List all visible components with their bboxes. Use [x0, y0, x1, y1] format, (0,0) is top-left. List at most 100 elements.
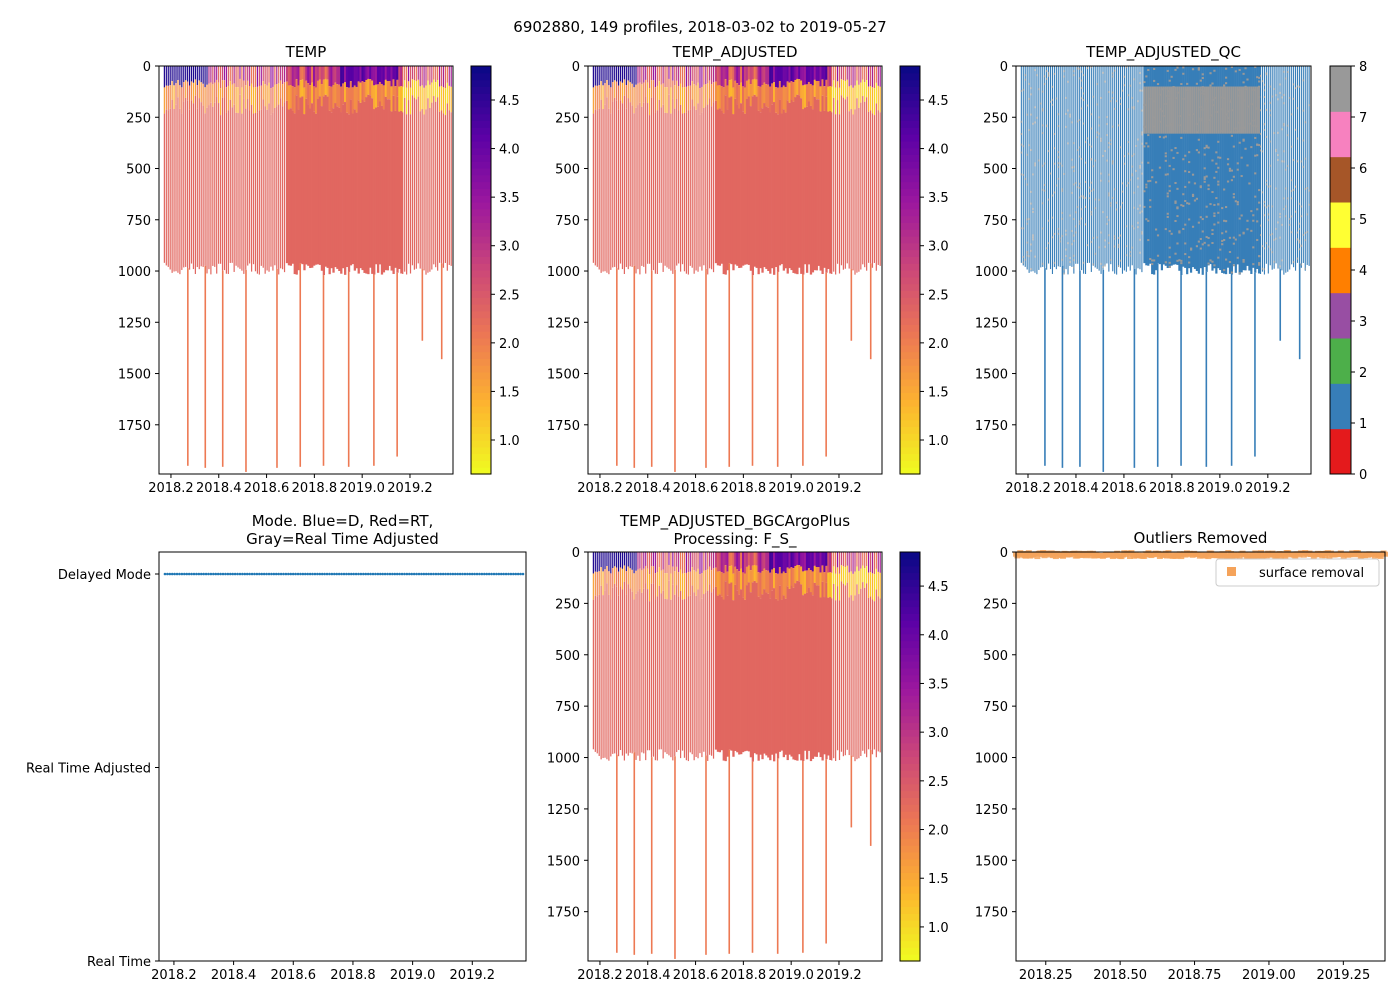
temp_adjusted_qc-qc-flag-speckle — [1281, 128, 1283, 131]
temp-profile-segment — [165, 66, 167, 86]
bgc_plus-profile-segment — [765, 592, 768, 756]
temp-colorbar-band — [471, 66, 491, 74]
temp_adjusted_qc-qc-flag-speckle — [1226, 110, 1230, 113]
temp_adjusted_qc-qc-flag-speckle — [1164, 228, 1167, 231]
temp_adjusted_qc-xtick-label: 2019.2 — [1245, 481, 1291, 496]
temp_adjusted_qc-qc-flag-speckle — [1184, 185, 1187, 188]
bgc_plus-profile-segment — [604, 552, 606, 570]
bgc_plus-profile-segment — [734, 566, 737, 585]
temp_adjusted_qc-qc-flag-speckle — [1178, 259, 1181, 262]
temp_adjusted-profile-segment — [836, 66, 839, 82]
temp_adjusted-profile-segment — [825, 96, 828, 273]
temp-profile-segment — [229, 66, 231, 82]
temp-profile-segment — [384, 79, 388, 97]
temp_adjusted_qc-qc-profile — [1063, 66, 1065, 274]
temp_adjusted_qc-qc-flag-speckle — [1246, 164, 1249, 167]
bgc_plus-profile-segment — [718, 594, 722, 753]
temp_adjusted-profile-segment — [869, 110, 872, 264]
temp_adjusted_qc-qc-profile — [1250, 66, 1253, 274]
temp-profile-segment — [231, 107, 233, 263]
temp_adjusted-profile-segment — [844, 81, 846, 100]
bgc_plus-colorbar-band — [900, 872, 920, 880]
bgc_plus-profile-segment — [681, 573, 684, 600]
temp_adjusted-profile-segment — [606, 97, 608, 273]
temp-deep-profile — [245, 269, 247, 472]
temp_adjusted_qc-qc-flag-speckle — [1030, 149, 1032, 152]
temp_adjusted_qc-qc-flag-speckle — [1026, 153, 1028, 156]
temp_adjusted-profile-segment — [875, 103, 877, 271]
temp_adjusted_qc-qc-flag-speckle — [1197, 240, 1200, 243]
temp_adjusted_qc-qc-flag-speckle — [1145, 75, 1148, 78]
temp_adjusted_qc-qc-flag-speckle — [1258, 189, 1261, 192]
temp_adjusted_qc-qc-flag-speckle — [1277, 154, 1279, 157]
mode-mode-point — [395, 572, 399, 576]
temp_adjusted_qc-qc-profile — [1162, 66, 1165, 265]
bgc_plus-profile-segment — [689, 571, 691, 596]
temp-deep-profile — [187, 268, 189, 466]
temp_adjusted_qc-qc-flag-speckle — [1133, 106, 1135, 109]
temp-profile-segment — [371, 66, 374, 81]
temp_adjusted_qc-qc-flag-speckle — [1110, 204, 1112, 207]
temp_adjusted-profile-segment — [819, 111, 822, 271]
temp_adjusted-profile-segment — [873, 88, 875, 116]
temp_adjusted_qc-qc-flag-speckle — [1250, 146, 1253, 149]
temp_adjusted_qc-qc-flag-speckle — [1234, 70, 1237, 73]
temp_adjusted-profile-segment — [835, 66, 837, 88]
bgc_plus-profile-segment — [844, 567, 846, 586]
temp-profile-segment — [355, 66, 358, 87]
mode-mode-point — [224, 572, 227, 576]
temp_adjusted_qc-qc-flag-speckle — [1116, 201, 1118, 204]
bgc_plus-profile-segment — [749, 552, 753, 571]
bgc_plus-profile-segment — [643, 552, 645, 569]
temp_adjusted_qc-qc-flag-speckle — [1242, 72, 1245, 75]
temp_adjusted_qc-qc-flag-speckle — [1254, 195, 1257, 198]
temp_adjusted_qc-qc-flag-speckle — [1302, 165, 1304, 168]
temp_adjusted-profile-segment — [629, 66, 631, 83]
temp_adjusted-profile-segment — [782, 66, 786, 86]
bgc_plus-profile-segment — [753, 580, 756, 754]
temp_adjusted_qc-qc-flag-speckle — [1020, 133, 1022, 136]
bgc_plus-profile-segment — [800, 584, 803, 761]
temp_adjusted_qc-qc-flag-speckle — [1184, 154, 1187, 157]
temp-profile-segment — [221, 66, 224, 81]
temp-profile-segment — [272, 112, 274, 271]
bgc_plus-profile-segment — [685, 552, 688, 573]
temp_adjusted-profile-segment — [759, 66, 762, 87]
temp_adjusted_qc-qc-flag-speckle — [1283, 122, 1285, 125]
temp-profile-segment — [235, 112, 237, 266]
temp_adjusted-profile-segment — [596, 110, 598, 267]
temp_adjusted-colorbar-band — [900, 433, 920, 441]
temp_adjusted_qc-qc-flag-speckle — [1131, 106, 1133, 109]
temp_adjusted_qc-qc-flag-speckle — [1221, 87, 1224, 90]
temp-profile-segment — [187, 100, 189, 269]
temp_adjusted-profile-segment — [805, 106, 809, 273]
temp_adjusted-profile-segment — [654, 66, 656, 88]
temp_adjusted_qc-qc-flag-speckle — [1306, 186, 1308, 189]
temp_adjusted_qc-qc-flag-speckle — [1125, 184, 1127, 187]
bgc_plus-colorbar-band — [900, 599, 920, 608]
temp_adjusted-deep-profile — [705, 268, 707, 468]
temp-profile-segment — [328, 66, 331, 87]
outliers-ytick-label: 500 — [983, 649, 1008, 664]
temp_adjusted_qc-qc-flag-speckle — [1084, 161, 1087, 164]
temp_adjusted-profile-segment — [707, 66, 709, 84]
temp_adjusted_qc-qc-flag-speckle — [1248, 122, 1251, 125]
temp_adjusted_qc-qc-flag-speckle — [1065, 96, 1067, 99]
mode-mode-point — [241, 572, 244, 576]
bgc_plus-deep-profile — [633, 752, 636, 955]
temp_adjusted_qc-qc-flag-speckle — [1263, 268, 1265, 271]
temp_adjusted_qc-qc-flag-speckle — [1263, 200, 1265, 203]
temp_adjusted_qc-qc-flag-speckle — [1176, 206, 1179, 209]
temp_adjusted_qc-qc-flag-speckle — [1263, 214, 1265, 217]
bgc_plus-deep-profile — [751, 761, 754, 953]
temp_adjusted_qc-qc-flag-speckle — [1110, 202, 1112, 205]
temp-profile-segment — [336, 84, 339, 107]
temp_adjusted_qc-qc-flag-speckle — [1057, 162, 1059, 165]
temp-colorbar-band — [471, 161, 491, 169]
temp_adjusted_qc-qc-flag-speckle — [1133, 153, 1135, 156]
temp_adjusted_qc-qc-flag-speckle — [1178, 124, 1181, 127]
bgc_plus-profile-segment — [807, 587, 811, 751]
bgc_plus-profile-segment — [645, 565, 647, 584]
temp_adjusted_qc-qc-flag-speckle — [1042, 262, 1044, 265]
temp_adjusted-profile-segment — [619, 81, 622, 101]
